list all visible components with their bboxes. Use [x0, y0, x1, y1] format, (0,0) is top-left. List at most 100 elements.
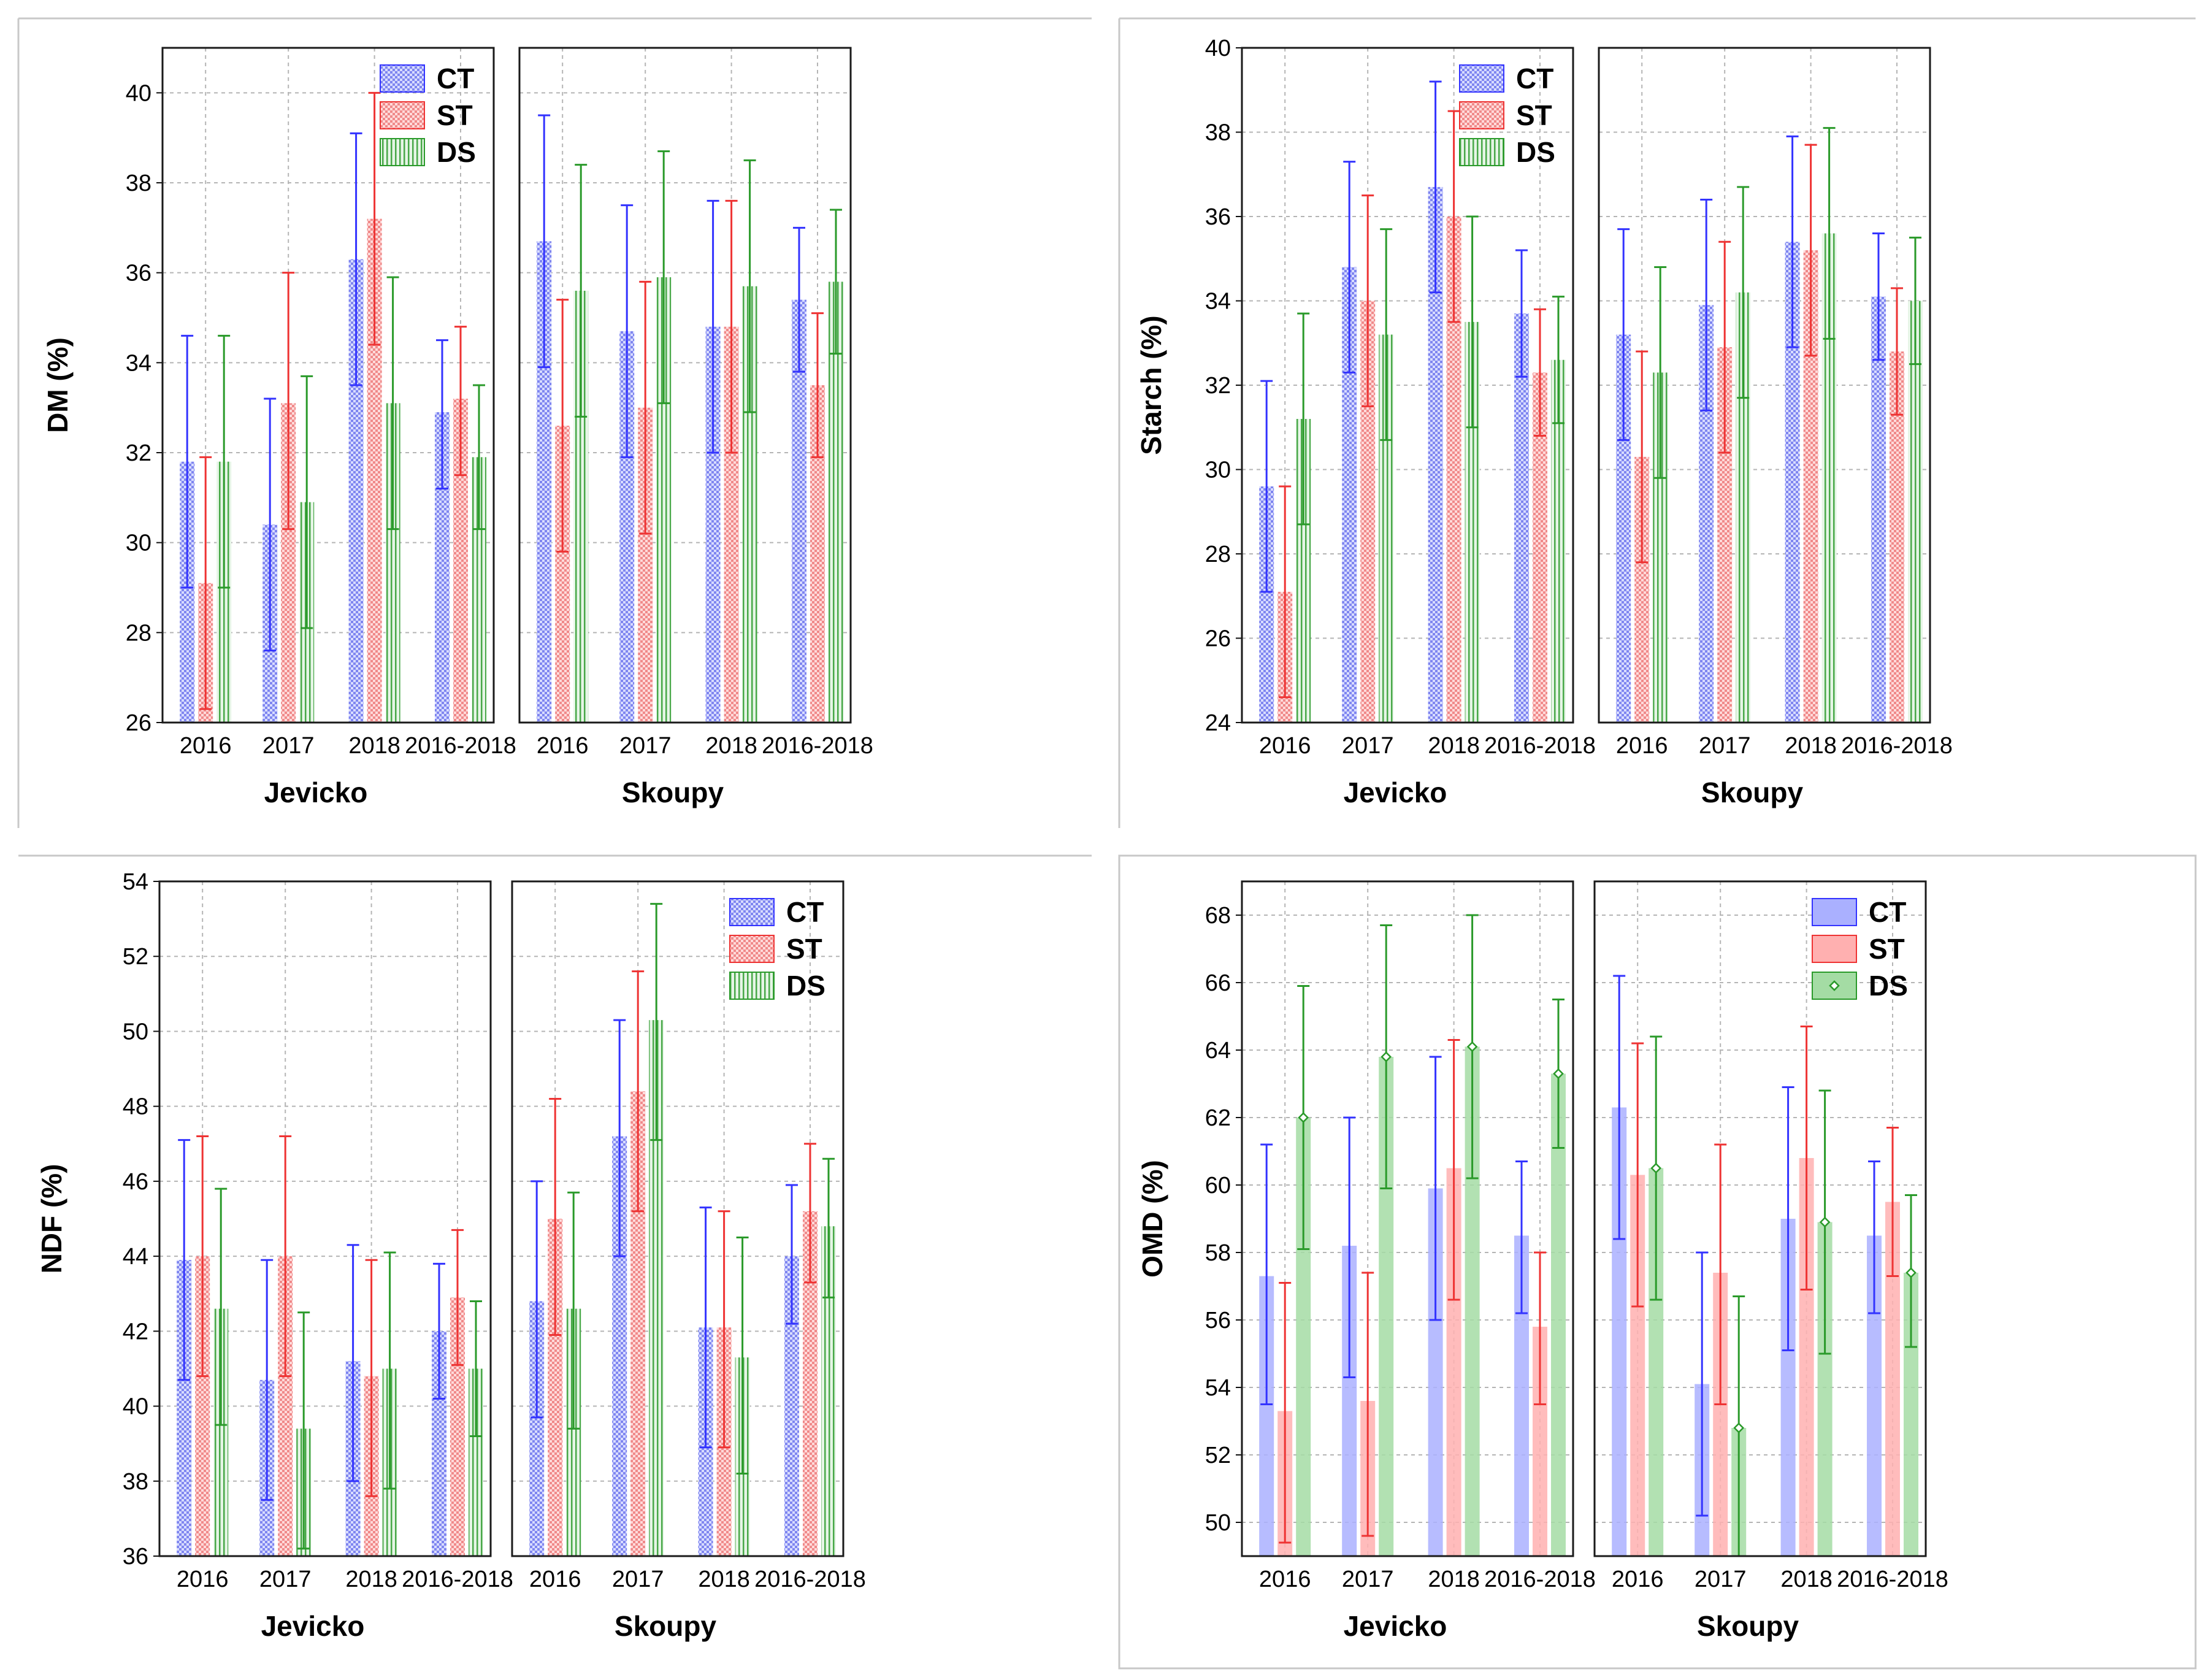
y-tick-label: 50	[123, 1019, 148, 1045]
mean-marker-ds	[1819, 1216, 1831, 1228]
legend-label-ds: DS	[786, 970, 825, 1002]
y-tick-label: 52	[1205, 1443, 1231, 1468]
bar-ct	[619, 331, 635, 723]
x-tick-label: 2016	[1612, 1567, 1664, 1592]
legend-label-ds: DS	[1869, 970, 1908, 1002]
legend-label-ct: CT	[1869, 896, 1906, 928]
legend-marker-ds	[1829, 980, 1840, 991]
x-tick-label: 2016	[180, 733, 232, 759]
x-tick-label: 2017	[612, 1567, 664, 1592]
legend-label-ds: DS	[437, 136, 476, 168]
y-tick-label: 38	[126, 171, 151, 196]
panel-skoupy: 2016 2017 2018 2016-2018 Skoupy	[1598, 47, 1953, 808]
y-axis-label: NDF (%)	[36, 1164, 67, 1274]
bar-ct	[1514, 313, 1529, 723]
y-tick-label: 36	[1205, 204, 1231, 230]
panel-frame	[518, 47, 852, 724]
y-tick-label: 24	[1205, 710, 1231, 736]
bar-ds	[1551, 1073, 1566, 1556]
panel-jevicko: 2016 2017 2018 2016-2018 Jevicko	[1241, 880, 1596, 1642]
y-tick-label: 54	[1205, 1375, 1231, 1401]
y-tick-label: 40	[126, 80, 151, 106]
legend-swatch-ct	[380, 64, 425, 93]
panel-jevicko: 2016 2017 2018 2016-2018 Jevicko	[1241, 47, 1596, 808]
y-tick-label: 40	[1205, 36, 1231, 61]
y-axis-label: Starch (%)	[1135, 315, 1167, 455]
x-tick-label: 2016-2018	[1484, 733, 1596, 759]
mean-marker-ds	[1733, 1422, 1745, 1433]
x-tick-label: 2016-2018	[1837, 1567, 1948, 1592]
x-tick-label: 2016-2018	[754, 1567, 866, 1592]
y-tick-label: 32	[1205, 373, 1231, 399]
x-tick-label: 2017	[1342, 733, 1394, 759]
x-tick-label: 2018	[698, 1567, 750, 1592]
x-tick-label: 2016	[1616, 733, 1668, 759]
y-tick-label: 30	[1205, 458, 1231, 483]
y-tick-label: 26	[1205, 626, 1231, 652]
x-tick-label: 2016-2018	[405, 733, 516, 759]
y-tick-label: 36	[123, 1544, 148, 1570]
panel-jevicko: 2016 2017 2018 2016-2018 Jevicko	[158, 880, 513, 1642]
y-tick-label: 28	[1205, 542, 1231, 567]
y-tick-label: 28	[126, 620, 151, 646]
site-label: Jevicko	[1344, 1610, 1447, 1642]
x-tick-label: 2018	[1785, 733, 1837, 759]
x-tick-label: 2016-2018	[402, 1567, 513, 1592]
mean-marker-ds	[1553, 1068, 1564, 1080]
panel-frame	[1241, 880, 1574, 1557]
legend-label-st: ST	[1516, 99, 1552, 131]
legend-swatch-ct	[1459, 64, 1504, 93]
x-tick-label: 2018	[1428, 733, 1480, 759]
legend-swatch-ds	[1459, 138, 1504, 166]
y-tick-label: 68	[1205, 903, 1231, 929]
legend-swatch-ds	[380, 138, 425, 166]
legend-label-st: ST	[437, 99, 473, 131]
x-tick-label: 2016-2018	[1841, 733, 1953, 759]
x-tick-label: 2018	[345, 1567, 397, 1592]
panel-skoupy: 2016 2017 2018 2016-2018 Skoupy	[511, 880, 866, 1642]
y-tick-label: 40	[123, 1394, 148, 1420]
legend: CT ST DS	[729, 896, 825, 1002]
x-tick-label: 2016	[1259, 733, 1311, 759]
x-tick-label: 2017	[1699, 733, 1751, 759]
site-label: Jevicko	[1344, 777, 1447, 808]
y-tick-label: 34	[1205, 289, 1231, 315]
x-tick-label: 2016-2018	[1484, 1567, 1596, 1592]
mean-marker-ds	[1466, 1041, 1478, 1053]
bar-ds	[1908, 301, 1923, 723]
y-tick-label: 52	[123, 944, 148, 970]
y-tick-label: 50	[1205, 1510, 1231, 1536]
panel-frame	[1598, 47, 1931, 724]
y-tick-label: 66	[1205, 970, 1231, 996]
y-tick-label: 34	[126, 350, 151, 376]
x-tick-label: 2016	[1259, 1567, 1311, 1592]
x-tick-label: 2017	[262, 733, 315, 759]
panel-skoupy: 2016 2017 2018 2016-2018 Skoupy	[518, 47, 873, 808]
site-label: Skoupy	[1701, 777, 1804, 808]
legend-swatch-st	[1812, 935, 1857, 963]
panel-frame	[161, 47, 495, 724]
legend-label-st: ST	[786, 933, 822, 965]
panel-frame	[511, 880, 844, 1557]
site-label: Jevicko	[264, 777, 368, 808]
x-tick-label: 2017	[619, 733, 672, 759]
site-label: Skoupy	[615, 1610, 717, 1642]
x-tick-label: 2016	[537, 733, 589, 759]
legend-label-ct: CT	[437, 63, 474, 94]
y-tick-label: 26	[126, 710, 151, 736]
x-tick-label: 2018	[705, 733, 757, 759]
mean-marker-ds	[1298, 1112, 1309, 1123]
legend: CT ST DS	[380, 63, 476, 168]
legend-label-ct: CT	[786, 896, 824, 928]
site-label: Skoupy	[1697, 1610, 1799, 1642]
x-tick-label: 2016	[529, 1567, 581, 1592]
legend-label-st: ST	[1869, 933, 1905, 965]
y-tick-label: 30	[126, 531, 151, 556]
mean-marker-ds	[1650, 1162, 1662, 1174]
y-tick-label: 44	[123, 1244, 148, 1270]
mean-marker-ds	[1905, 1267, 1917, 1278]
x-tick-label: 2017	[1342, 1567, 1394, 1592]
